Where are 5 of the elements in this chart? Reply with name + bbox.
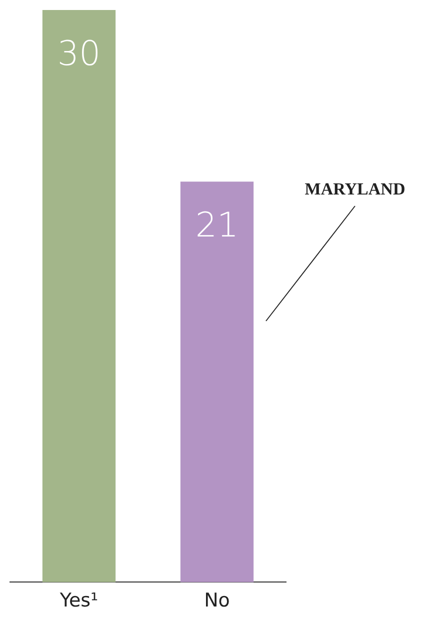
x-tick-label: Yes¹	[58, 590, 98, 612]
data-label: 21	[195, 205, 239, 246]
x-tick-label: No	[204, 590, 230, 612]
text: MARYLAND	[304, 179, 406, 198]
data-label: 30	[57, 34, 101, 74]
